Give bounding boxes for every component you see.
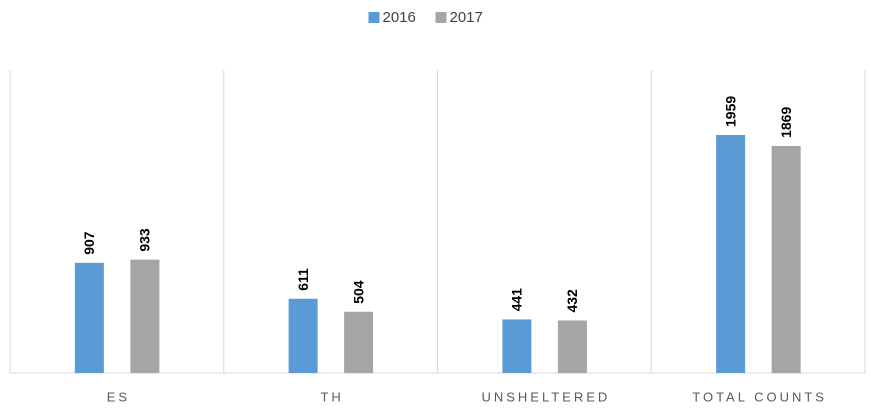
data-label: 907 (81, 231, 97, 255)
bar (502, 319, 532, 373)
data-label: 432 (564, 289, 580, 313)
data-label: 1869 (778, 107, 794, 138)
x-tick-label: TOTAL COUNTS (692, 389, 827, 404)
legend-swatch (368, 12, 380, 23)
x-tick-label: UNSHELTERED (481, 389, 610, 404)
data-label: 504 (350, 280, 366, 304)
data-label: 933 (137, 228, 153, 252)
x-tick-label: TH (320, 389, 343, 404)
legend-swatch (435, 12, 447, 23)
bar (716, 134, 746, 373)
x-tick-label: ES (107, 389, 130, 404)
bar (771, 145, 801, 373)
bar (130, 259, 160, 373)
bar (74, 262, 104, 373)
bar (344, 311, 374, 373)
data-label: 1959 (722, 96, 738, 127)
data-label: 441 (509, 288, 525, 312)
legend-label: 2016 (383, 9, 416, 26)
bar (288, 298, 318, 373)
data-label: 611 (295, 268, 311, 291)
legend-label: 2017 (450, 9, 483, 26)
bar (557, 320, 587, 373)
